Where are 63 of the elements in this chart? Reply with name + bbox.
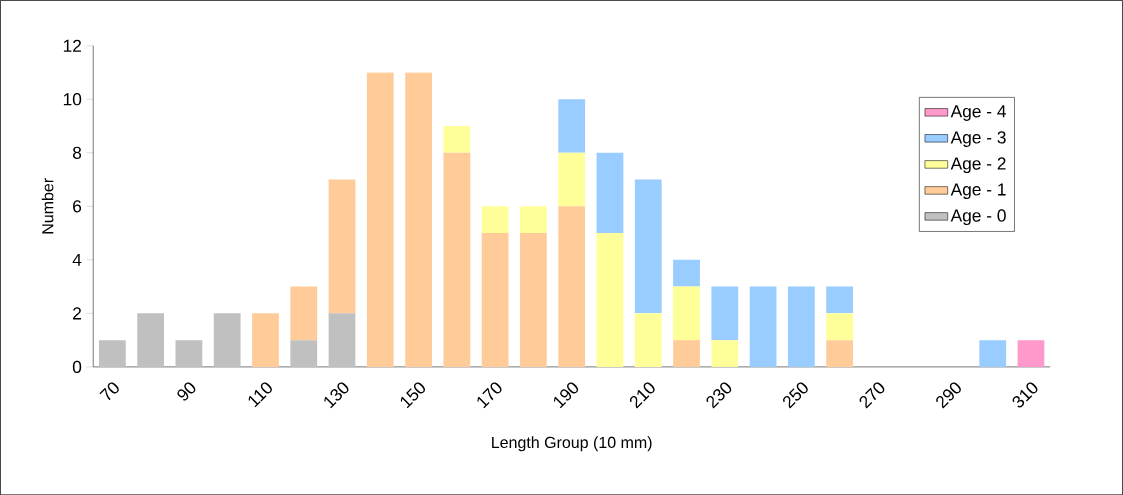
- x-tick-label: 130: [324, 382, 349, 409]
- bar: [137, 313, 165, 367]
- bar: [481, 206, 509, 233]
- x-tick-label: 150: [400, 382, 425, 409]
- bar: [366, 72, 394, 367]
- y-tick-label: 4: [72, 253, 82, 266]
- bar: [481, 232, 509, 367]
- bar: [596, 232, 624, 367]
- bar: [1017, 340, 1045, 367]
- bar: [558, 152, 586, 207]
- x-tick-label: 270: [859, 382, 885, 409]
- bar: [634, 313, 662, 367]
- bar: [328, 313, 356, 367]
- x-tick-label: 190: [553, 382, 579, 409]
- bar: [290, 286, 318, 341]
- y-tick-label: 2: [73, 307, 81, 320]
- bar: [98, 340, 126, 367]
- y-tick-label: 10: [63, 92, 82, 106]
- y-tick-label: 6: [73, 200, 82, 213]
- bar: [826, 286, 854, 314]
- x-tick-label: 90: [177, 382, 196, 401]
- legend-label: Age - 0: [950, 209, 1006, 225]
- legend-label: Age - 2: [950, 157, 1006, 173]
- bar: [405, 72, 432, 367]
- x-tick-label: 310: [1012, 382, 1038, 408]
- x-tick-label: 230: [706, 382, 732, 409]
- y-tick-label: 12: [63, 39, 81, 52]
- bar: [290, 340, 318, 367]
- legend-label: Age - 1: [950, 183, 1006, 199]
- x-tick-label: 170: [477, 382, 502, 409]
- bar: [673, 340, 700, 367]
- bar: [673, 259, 700, 287]
- bar: [558, 206, 586, 367]
- bar: [711, 340, 739, 367]
- y-tick-label: 0: [72, 360, 82, 373]
- bar: [443, 152, 471, 367]
- bar: [213, 313, 241, 367]
- bar: [520, 206, 547, 233]
- bar: [520, 232, 547, 367]
- x-tick-label: 110: [248, 382, 272, 408]
- x-tick-label: 250: [783, 382, 808, 409]
- bar: [558, 99, 586, 153]
- bar: [826, 340, 854, 367]
- y-tick-label: 8: [72, 146, 82, 159]
- bar: [596, 152, 624, 233]
- bar: [749, 286, 777, 367]
- x-axis-title: Length Group (10 mm): [492, 436, 652, 452]
- bar: [252, 313, 279, 367]
- bar: [711, 286, 739, 341]
- bar: [175, 340, 203, 367]
- legend-label: Age - 3: [950, 131, 1006, 147]
- bar: [826, 313, 854, 341]
- x-tick-label: 210: [629, 382, 655, 409]
- legend-label: Age - 4: [950, 105, 1006, 121]
- bar: [673, 286, 700, 341]
- x-tick-label: 290: [936, 382, 961, 409]
- bar: [979, 340, 1007, 367]
- bar: [328, 179, 356, 314]
- y-axis-title: Number: [41, 178, 54, 234]
- bar: [787, 286, 815, 367]
- x-tick-label: 70: [99, 382, 119, 401]
- bar: [443, 125, 471, 153]
- bar: [634, 179, 662, 314]
